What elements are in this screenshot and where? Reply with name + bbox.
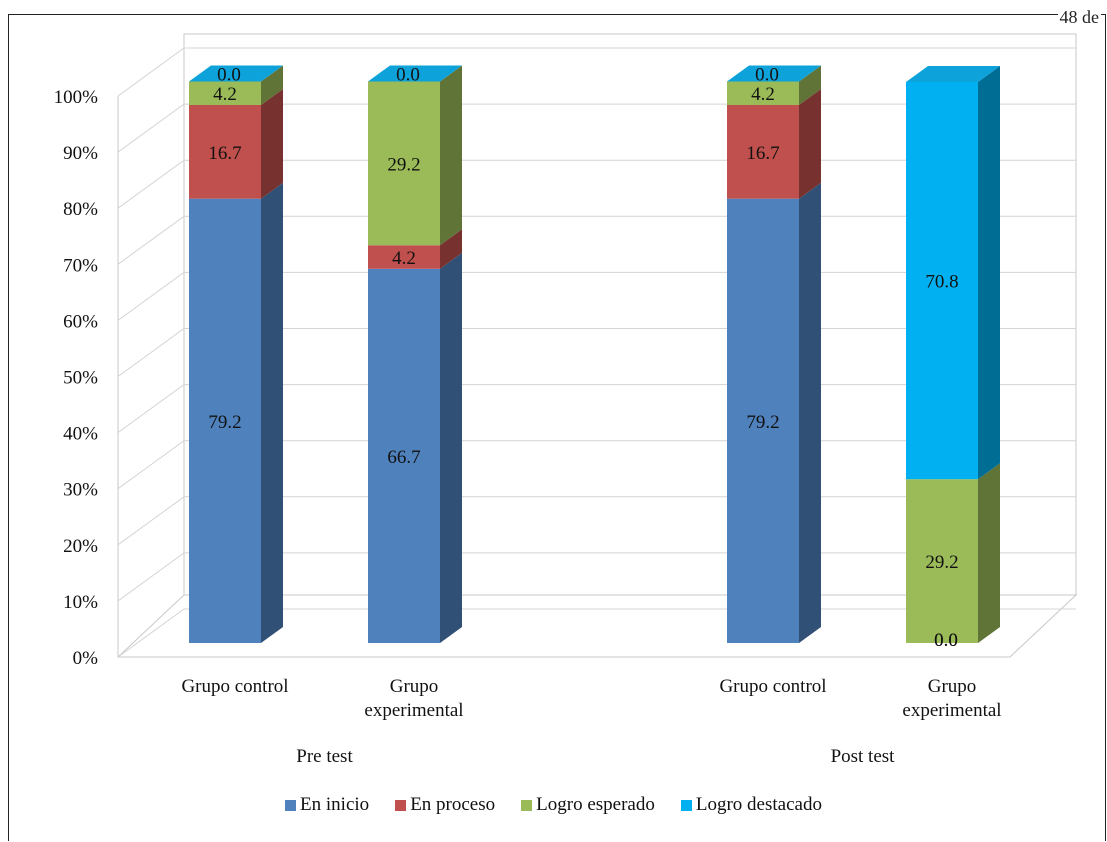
y-tick-label: 80% — [63, 199, 98, 220]
bar-data-label: 0.0 — [755, 64, 779, 85]
bar-segment — [727, 81, 799, 106]
bar-segment-side — [440, 65, 462, 246]
bar-segment-side — [440, 229, 462, 269]
bar-segment — [368, 245, 440, 269]
bar-segment — [727, 198, 799, 644]
legend-label: Logro esperado — [536, 794, 655, 815]
legend-swatch-logro-destacado — [680, 799, 692, 811]
bar-stack — [368, 65, 462, 644]
bar-segment-side — [799, 65, 821, 106]
legend-swatch-en-proceso — [395, 799, 407, 811]
bar-data-label: 66.7 — [387, 447, 420, 468]
bar-segment — [368, 81, 440, 246]
bar-segment-side — [261, 89, 283, 199]
bar-top-face — [189, 65, 283, 82]
bar-segment — [189, 198, 261, 644]
group-labels: Pre test Post test — [296, 746, 895, 767]
bar-segment-side — [978, 66, 1000, 480]
category-label: experimental — [364, 700, 463, 721]
bar-data-label: 79.2 — [746, 412, 779, 433]
bar-segment-side — [978, 463, 1000, 643]
bar-segment — [189, 105, 261, 199]
category-label: Grupo — [390, 676, 439, 697]
bar-data-label: 0.0 — [934, 630, 958, 651]
y-tick-label: 0% — [73, 648, 99, 669]
bar-data-label: 29.2 — [925, 552, 958, 573]
category-label: Grupo control — [181, 676, 288, 697]
bar-stack — [906, 66, 1000, 643]
y-tick-label: 70% — [63, 255, 98, 276]
gridline — [117, 47, 1076, 97]
category-label: experimental — [902, 700, 1001, 721]
group-label: Post test — [831, 746, 896, 767]
bar-segment-side — [799, 89, 821, 199]
bar-segment-side — [799, 182, 821, 644]
bar-data-label: 0.0 — [217, 64, 241, 85]
bar-segment — [906, 479, 978, 643]
category-label: Grupo control — [719, 676, 826, 697]
bar-stack — [189, 65, 283, 644]
category-labels: Grupo control Grupo experimental Grupo cont… — [181, 676, 1001, 721]
chart-frame: 48 de — [8, 7, 1106, 841]
y-tick-label: 100% — [54, 87, 99, 108]
bar-segment — [906, 82, 978, 480]
bar-top-face — [727, 65, 821, 82]
legend-label: En inicio — [300, 794, 370, 815]
floor — [116, 594, 1078, 658]
y-tick-label: 10% — [63, 592, 98, 613]
bar-stack — [727, 65, 821, 644]
y-tick-label: 40% — [63, 424, 98, 445]
bars — [189, 65, 1000, 644]
y-tick-label: 90% — [63, 143, 98, 164]
bar-segment-side — [261, 65, 283, 106]
legend-item-en-inicio: En inicio — [285, 794, 369, 816]
bar-segment-side — [261, 182, 283, 644]
bar-data-labels: 79.216.74.20.066.74.229.20.079.216.74.20… — [208, 64, 958, 651]
bar-data-label: 4.2 — [213, 84, 237, 105]
y-tick-label: 50% — [63, 368, 98, 389]
bar-segment-side — [440, 252, 462, 644]
bar-data-label: 79.2 — [208, 412, 241, 433]
bar-segment — [368, 268, 440, 643]
group-label: Pre test — [296, 746, 353, 767]
page-number-fragment: 48 de — [1057, 7, 1101, 28]
legend-label: Logro destacado — [695, 794, 822, 815]
legend: En inicio En proceso Logro esperado Logr… — [0, 794, 1107, 816]
bar-segment — [189, 81, 261, 106]
bar-top-face — [906, 66, 1000, 82]
bar-data-label: 70.8 — [925, 272, 958, 293]
legend-item-en-proceso: En proceso — [395, 794, 495, 816]
legend-item-logro-destacado: Logro destacado — [680, 794, 822, 816]
y-axis-tick-labels: 0% 10% 20% 30% 40% 50% 60% 70% 80% 90% 100% — [54, 87, 99, 669]
y-tick-label: 60% — [63, 311, 98, 332]
legend-swatch-logro-esperado — [521, 799, 533, 811]
y-tick-label: 20% — [63, 536, 98, 557]
bar-data-label: 29.2 — [387, 154, 420, 175]
bar-data-label: 4.2 — [392, 248, 416, 269]
legend-label: En proceso — [410, 794, 496, 815]
y-tick-label: 30% — [63, 480, 98, 501]
bar-segment — [727, 105, 799, 199]
bar-data-label: 0.0 — [934, 630, 958, 651]
legend-swatch-en-inicio — [285, 799, 297, 811]
bar-data-label: 0.0 — [396, 64, 420, 85]
legend-item-logro-esperado: Logro esperado — [521, 794, 655, 816]
bar-data-label: 4.2 — [751, 84, 775, 105]
bar-top-face — [368, 65, 462, 82]
category-label: Grupo — [928, 676, 977, 697]
bar-data-label: 16.7 — [746, 143, 779, 164]
bar-data-label: 16.7 — [208, 143, 241, 164]
